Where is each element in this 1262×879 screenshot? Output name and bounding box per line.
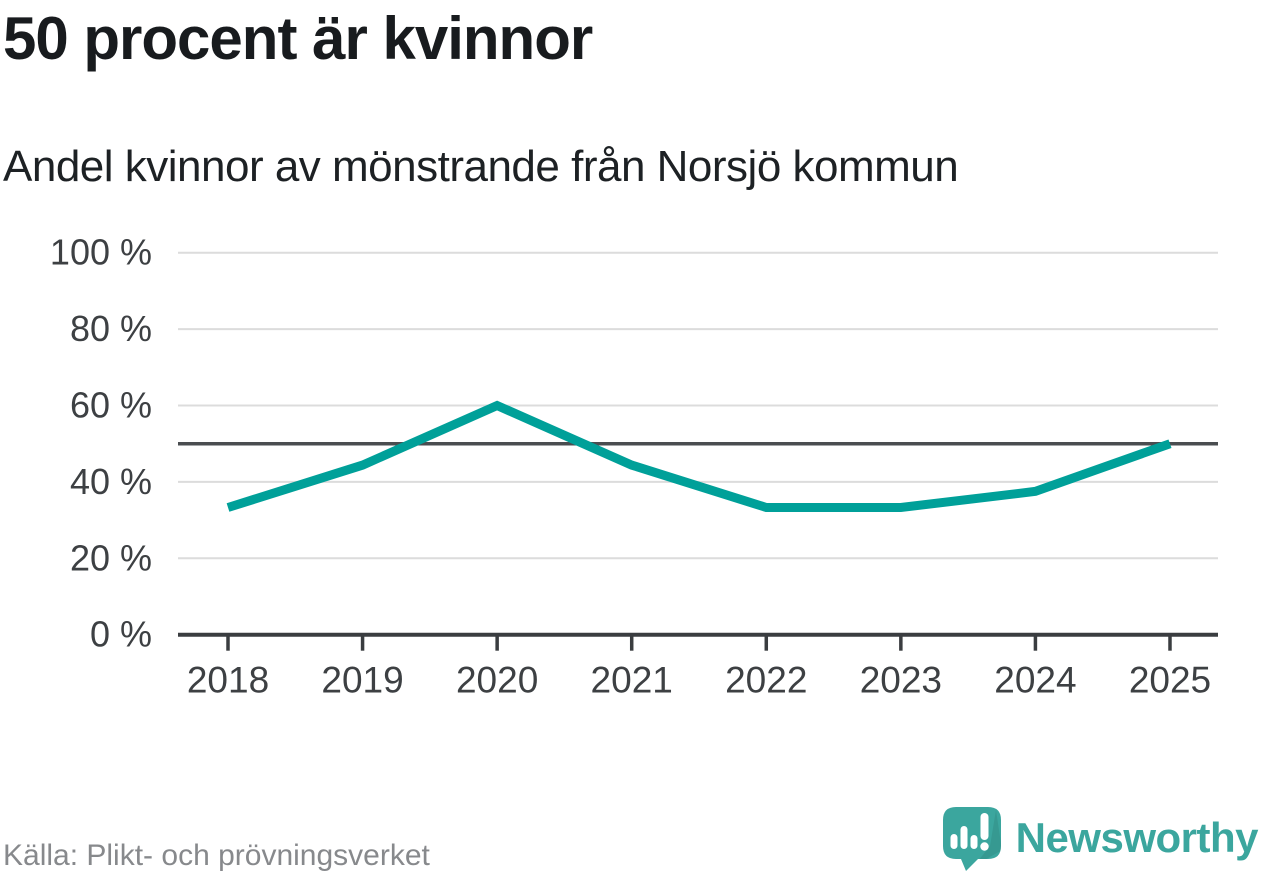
chart-title: 50 procent är kvinnor xyxy=(3,5,593,72)
exclamation-stem xyxy=(980,813,989,840)
x-tick-label-2025: 2025 xyxy=(1129,660,1211,701)
x-tick-label-2023: 2023 xyxy=(860,660,942,701)
y-tick-label-0: 0 % xyxy=(90,614,152,655)
bar-1 xyxy=(950,834,958,849)
x-tick-label-2019: 2019 xyxy=(321,660,403,701)
y-tick-label-40: 40 % xyxy=(70,461,152,502)
data-line-series xyxy=(226,400,1172,512)
source-text: Källa: Plikt- och prövningsverket xyxy=(3,839,430,872)
brand-name: Newsworthy xyxy=(1015,814,1259,861)
bar-2 xyxy=(960,826,968,849)
bar-3 xyxy=(970,835,978,849)
x-tick-label-2018: 2018 xyxy=(187,660,269,701)
x-tick-label-2020: 2020 xyxy=(456,660,538,701)
y-tick-label-100: 100 % xyxy=(50,232,152,273)
x-axis-ticks xyxy=(226,634,1172,651)
y-tick-label-60: 60 % xyxy=(70,385,152,426)
bubble-shade xyxy=(973,810,1001,866)
y-tick-label-80: 80 % xyxy=(70,308,152,349)
x-tick-label-2024: 2024 xyxy=(994,660,1076,701)
x-axis-labels: 2018 2019 2020 2021 2022 2023 2024 2025 xyxy=(187,660,1211,701)
y-tick-label-20: 20 % xyxy=(70,537,152,578)
gridlines xyxy=(178,251,1218,560)
chart-subtitle: Andel kvinnor av mönstrande från Norsjö … xyxy=(3,142,959,191)
brand-logo[interactable]: Newsworthy xyxy=(940,804,1259,872)
y-axis-labels: 100 % 80 % 60 % 40 % 20 % 0 % xyxy=(50,232,152,655)
line-chart: 100 % 80 % 60 % 40 % 20 % 0 % 2018 2019 2020 202… xyxy=(50,232,1218,701)
x-tick-label-2021: 2021 xyxy=(591,660,673,701)
newsworthy-icon xyxy=(942,807,1001,871)
exclamation-dot xyxy=(979,842,989,851)
x-tick-label-2022: 2022 xyxy=(725,660,807,701)
